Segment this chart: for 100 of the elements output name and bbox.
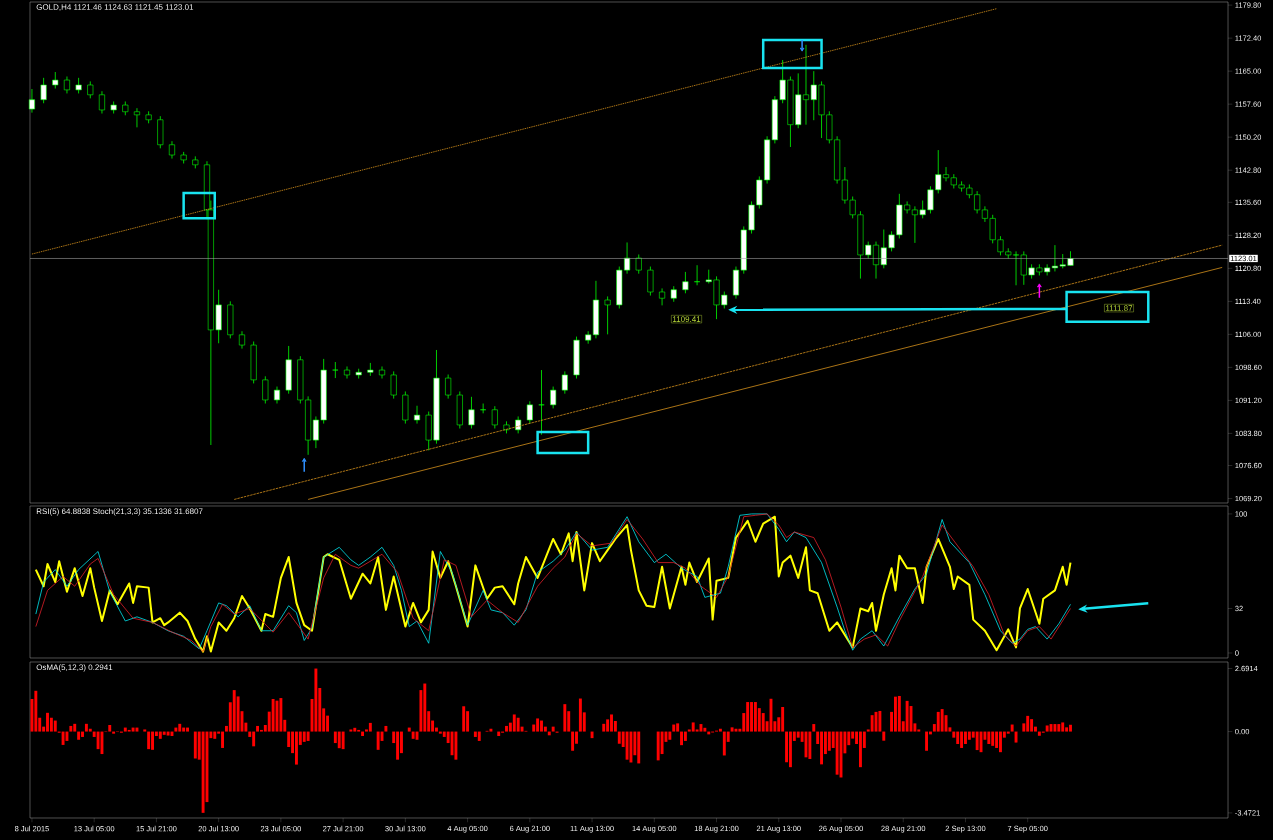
bar: [1057, 724, 1061, 732]
bar: [294, 731, 298, 765]
bar: [46, 712, 49, 732]
bar: [625, 731, 629, 760]
bar: [81, 731, 84, 737]
bar: [489, 728, 493, 732]
bar: [396, 731, 400, 760]
bar: [730, 727, 734, 732]
bar: [477, 731, 481, 741]
bar: [407, 727, 411, 732]
candlestick: [682, 271, 689, 294]
bar: [112, 731, 116, 734]
bar: [53, 720, 57, 732]
annotation: 1109.41: [672, 316, 701, 322]
bar: [1061, 722, 1065, 732]
bar: [905, 700, 909, 732]
bar: [536, 718, 540, 732]
bar: [753, 702, 757, 732]
bar: [1030, 719, 1034, 732]
bar: [1006, 731, 1010, 734]
bar: [368, 722, 372, 732]
bar: [232, 690, 236, 732]
bar: [882, 731, 886, 741]
bar: [936, 711, 940, 732]
candlestick: [28, 88, 35, 114]
bar: [131, 727, 135, 732]
candlestick: [262, 375, 269, 404]
bar: [438, 731, 442, 734]
bar: [956, 731, 960, 744]
bar: [174, 727, 178, 732]
bar: [384, 725, 388, 732]
annotation: 1111.87: [1106, 305, 1133, 311]
bar: [108, 725, 112, 732]
bar: [987, 731, 991, 744]
bar: [69, 725, 73, 732]
candlestick: [659, 288, 666, 306]
bar: [271, 699, 275, 732]
candlestick: [445, 374, 452, 399]
bar: [213, 731, 217, 739]
bar: [629, 731, 633, 763]
bar: [341, 731, 345, 750]
candlestick: [468, 396, 475, 429]
bar: [940, 709, 944, 732]
bar: [975, 731, 979, 751]
bar: [672, 724, 676, 732]
bar: [718, 728, 722, 732]
bar: [590, 731, 594, 739]
chart-title: GOLD,H4 1121.46 1124.63 1121.45 1123.01: [36, 4, 194, 11]
bar: [668, 731, 672, 740]
bar: [193, 731, 197, 759]
bar: [73, 723, 77, 732]
bar: [166, 731, 170, 736]
bar: [571, 731, 575, 751]
bar: [1026, 715, 1030, 732]
bar: [967, 731, 971, 740]
candlestick: [604, 296, 611, 335]
bar: [808, 731, 812, 759]
bar: [999, 731, 1002, 753]
bar: [314, 668, 318, 732]
bar: [788, 731, 792, 768]
bar: [123, 727, 127, 732]
bar: [65, 731, 69, 741]
candlestick: [98, 90, 105, 114]
candlestick: [526, 400, 533, 424]
bar: [158, 731, 162, 739]
bar: [563, 704, 567, 732]
bar: [252, 731, 256, 747]
bar: [186, 727, 189, 732]
bar: [1069, 724, 1072, 732]
bar: [512, 714, 516, 732]
bar: [34, 690, 38, 732]
bar: [361, 731, 365, 737]
bar: [878, 710, 882, 732]
bar: [680, 731, 683, 746]
bar: [454, 731, 458, 760]
bar: [827, 731, 831, 751]
bar: [96, 731, 100, 750]
bar: [796, 731, 800, 738]
candlestick: [561, 370, 568, 395]
bar: [617, 731, 621, 744]
bar: [691, 722, 695, 732]
bar: [84, 723, 88, 732]
bar: [49, 717, 53, 732]
bar: [349, 729, 353, 732]
bar: [637, 731, 641, 764]
bar: [746, 702, 750, 732]
bar: [505, 725, 508, 732]
bar: [835, 731, 839, 775]
bar: [602, 723, 606, 732]
chart-title: RSI(5) 64.8838 Stoch(21,3,3) 35.1336 31.6807: [36, 508, 203, 516]
candlestick: [491, 405, 498, 429]
bar: [88, 728, 92, 732]
bar: [376, 731, 380, 750]
bar: [551, 726, 555, 732]
bar: [61, 731, 65, 745]
candlestick: [550, 386, 557, 409]
bar: [411, 731, 415, 739]
bar: [151, 731, 154, 750]
bar: [785, 731, 788, 763]
bar: [333, 731, 337, 744]
